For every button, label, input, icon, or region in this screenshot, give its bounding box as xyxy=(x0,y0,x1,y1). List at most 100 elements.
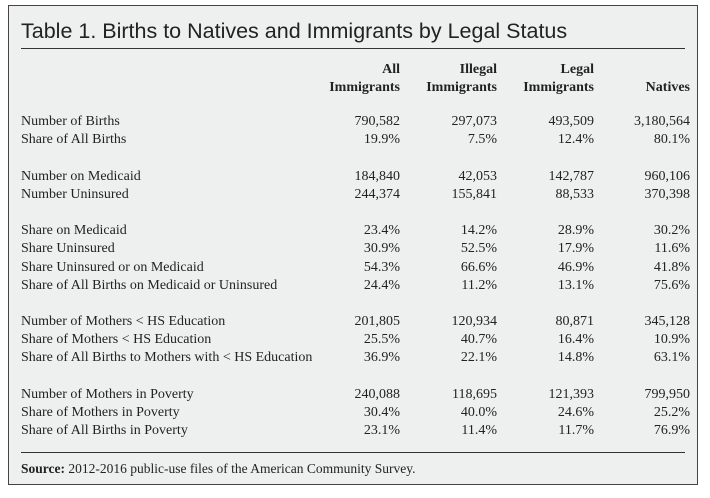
table-cell: 493,509 xyxy=(548,114,595,129)
table-cell: 75.6% xyxy=(653,277,690,293)
column-header-line1: Legal xyxy=(560,62,594,77)
table-row: Share on Medicaid 23.4% 14.2% 28.9% 30.2% xyxy=(9,222,697,240)
table-cell: 23.1% xyxy=(363,423,400,439)
table-cell: 19.9% xyxy=(363,132,400,148)
table-row: Number of Mothers in Poverty 240,088 118,6… xyxy=(9,386,697,404)
table-cell: 14.8% xyxy=(557,350,594,366)
table-cell: 42,053 xyxy=(458,168,498,184)
row-label: Share of All Births xyxy=(21,132,127,148)
spacer xyxy=(9,368,697,386)
table-row: Number of Mothers < HS Education 201,805 1… xyxy=(9,313,697,331)
table-cell: 40.0% xyxy=(460,405,497,420)
row-label: Share of Mothers in Poverty xyxy=(21,405,180,420)
table-cell: 25.5% xyxy=(363,332,400,348)
table-cell: 244,374 xyxy=(354,186,401,202)
table-cell: 28.9% xyxy=(557,223,594,239)
row-label: Share Uninsured or on Medicaid xyxy=(21,259,204,275)
column-header-line2: Immigrants xyxy=(426,80,497,95)
table-cell: 142,787 xyxy=(548,168,595,184)
table-cell: 118,695 xyxy=(452,386,497,402)
table-cell: 120,934 xyxy=(451,314,498,330)
table-cell: 76.9% xyxy=(653,423,690,439)
table-cell: 30.4% xyxy=(363,405,400,420)
spacer xyxy=(9,149,697,167)
table-cell: 80.1% xyxy=(653,132,690,148)
table-row: Share Uninsured 30.9% 52.5% 17.9% 11.6% xyxy=(9,240,697,258)
table-cell: 13.1% xyxy=(557,277,594,293)
row-label: Number of Mothers in Poverty xyxy=(21,386,194,402)
table-row: Share of All Births 19.9% 7.5% 12.4% 80.1% xyxy=(9,131,697,149)
row-label: Share Uninsured xyxy=(21,241,115,257)
column-header-line1: Illegal xyxy=(459,62,497,77)
table-cell: 17.9% xyxy=(557,241,594,257)
table-cell: 66.6% xyxy=(460,259,497,275)
row-label: Number of Births xyxy=(21,114,120,129)
table-panel: Table 1. Births to Natives and Immigrant… xyxy=(8,5,698,485)
column-header: Legal Immigrants xyxy=(523,61,594,97)
table-cell: 30.2% xyxy=(653,223,690,239)
row-label: Share of All Births in Poverty xyxy=(21,423,188,439)
table-cell: 155,841 xyxy=(451,186,498,202)
table-row: Number of Births 790,582 297,073 493,509 3,1… xyxy=(9,113,697,131)
spacer xyxy=(9,204,697,222)
column-header-line2: Natives xyxy=(645,80,690,95)
table-cell: 12.4% xyxy=(557,132,594,148)
table-cell: 345,128 xyxy=(644,314,691,330)
table-cell: 960,106 xyxy=(644,168,691,184)
table-cell: 40.7% xyxy=(460,332,497,348)
table-cell: 36.9% xyxy=(363,350,400,366)
table-cell: 54.3% xyxy=(363,259,400,275)
table-cell: 201,805 xyxy=(354,314,401,330)
table-cell: 790,582 xyxy=(354,114,401,129)
row-label: Number Uninsured xyxy=(21,186,129,202)
table-cell: 10.9% xyxy=(653,332,690,348)
row-label: Share of All Births on Medicaid or Unins… xyxy=(21,277,278,293)
column-header-line2: Immigrants xyxy=(523,80,594,95)
column-header-line1: All xyxy=(382,62,400,77)
table-cell: 11.7% xyxy=(558,423,594,439)
table-cell: 3,180,564 xyxy=(634,114,690,129)
row-label: Share on Medicaid xyxy=(21,223,127,239)
source-text: 2012-2016 public-use files of the Americ… xyxy=(65,461,416,476)
table-cell: 30.9% xyxy=(363,241,400,257)
spacer xyxy=(9,295,697,313)
table-cell: 11.6% xyxy=(654,241,690,257)
table-cell: 240,088 xyxy=(354,386,401,402)
table-cell: 184,840 xyxy=(354,168,401,184)
row-label: Number on Medicaid xyxy=(21,168,141,184)
table-cell: 63.1% xyxy=(653,350,690,366)
table-cell: 121,393 xyxy=(548,386,595,402)
source-note: Source: 2012-2016 public-use files of th… xyxy=(21,461,415,477)
table-body: Number of Births 790,582 297,073 493,509 3,1… xyxy=(9,113,697,440)
table-cell: 88,533 xyxy=(555,186,595,202)
source-label: Source: xyxy=(21,461,65,476)
table-cell: 24.4% xyxy=(363,277,400,293)
table-cell: 46.9% xyxy=(557,259,594,275)
table-cell: 23.4% xyxy=(363,223,400,239)
table-cell: 16.4% xyxy=(557,332,594,348)
table-cell: 25.2% xyxy=(653,405,690,420)
table-cell: 7.5% xyxy=(467,132,497,148)
row-label: Share of All Births to Mothers with < HS… xyxy=(21,350,313,366)
table-cell: 11.4% xyxy=(461,423,497,439)
column-header-line2: Immigrants xyxy=(329,80,400,95)
table-row: Share of All Births in Poverty 23.1% 11.4%… xyxy=(9,422,697,440)
table-row: Share of Mothers < HS Education 25.5% 40.7… xyxy=(9,331,697,349)
table-cell: 24.6% xyxy=(557,405,594,420)
table-cell: 22.1% xyxy=(460,350,497,366)
row-label: Number of Mothers < HS Education xyxy=(21,314,226,330)
table-row: Share Uninsured or on Medicaid 54.3% 66.6%… xyxy=(9,259,697,277)
table-title: Table 1. Births to Natives and Immigrant… xyxy=(21,19,568,43)
source-divider xyxy=(21,452,685,453)
table-row: Number Uninsured 244,374 155,841 88,533 370,… xyxy=(9,186,697,204)
table-cell: 80,871 xyxy=(555,314,595,330)
table-cell: 52.5% xyxy=(460,241,497,257)
table-row: Share of Mothers in Poverty 30.4% 40.0% 24.… xyxy=(9,404,697,422)
table-cell: 11.2% xyxy=(461,277,497,293)
table-cell: 799,950 xyxy=(644,386,691,402)
table-row: Number on Medicaid 184,840 42,053 142,787 96… xyxy=(9,168,697,186)
table-cell: 14.2% xyxy=(460,223,497,239)
table-cell: 297,073 xyxy=(451,114,498,129)
table-row: Share of All Births to Mothers with < HS… xyxy=(9,349,697,367)
column-header: All Immigrants xyxy=(329,61,400,97)
